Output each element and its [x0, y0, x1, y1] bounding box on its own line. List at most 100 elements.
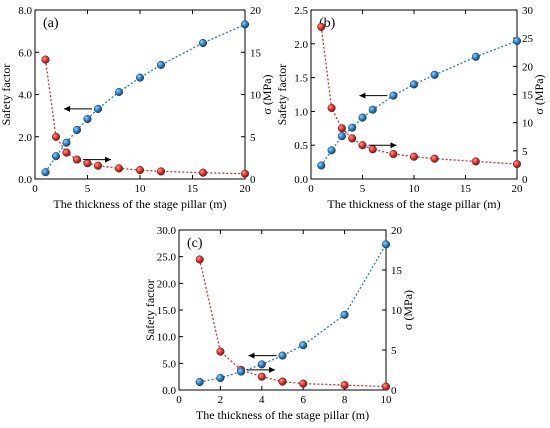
- series-red-point: [337, 124, 346, 133]
- y-left-tick-label: 0.5: [294, 140, 308, 152]
- x-tick-label: 2: [218, 394, 224, 406]
- series-red-point: [62, 148, 71, 157]
- annotation-arrowhead: [105, 156, 111, 163]
- y-right-tick-label: 25: [522, 33, 534, 45]
- y-right-axis-label: σ (MPa): [401, 290, 415, 330]
- series-red-point: [257, 372, 266, 381]
- series-red-point: [240, 169, 250, 178]
- series-red-point: [195, 255, 204, 264]
- series-red-point: [317, 22, 326, 31]
- x-tick-label: 15: [460, 183, 472, 195]
- series-red-point: [512, 160, 522, 169]
- y-left-axis-label: Safety factor: [275, 64, 289, 126]
- y-right-tick-label: 0: [391, 385, 397, 397]
- series-red-point: [409, 152, 419, 161]
- annotation-arrowhead: [248, 352, 255, 359]
- y-right-tick-label: 10: [250, 90, 262, 102]
- series-blue-point: [41, 168, 50, 177]
- y-left-tick-label: 2.0: [18, 132, 32, 144]
- x-axis-label: The thickness of the stage pillar (m): [53, 197, 226, 211]
- x-tick-label: 0: [176, 394, 182, 406]
- series-red-point: [327, 103, 336, 113]
- series-red-point: [135, 166, 145, 175]
- series-blue-point: [299, 341, 308, 350]
- series-red-point: [93, 161, 103, 170]
- y-left-tick-label: 20.0: [157, 278, 177, 290]
- y-right-tick-label: 10: [391, 305, 403, 317]
- y-left-tick-label: 10.0: [157, 332, 177, 344]
- x-axis-label: The thickness of the stage pillar (m): [196, 408, 369, 422]
- series-blue-line: [44, 23, 246, 173]
- y-left-tick-label: 2.0: [294, 39, 308, 51]
- series-red-point: [381, 382, 391, 391]
- y-left-tick-label: 0.0: [18, 174, 32, 186]
- series-red-point: [389, 149, 398, 159]
- y-right-tick-label: 0: [522, 174, 528, 186]
- series-blue-point: [340, 310, 349, 319]
- x-tick-label: 4: [259, 394, 265, 406]
- annotation-arrowhead: [269, 366, 276, 373]
- series-blue-point: [216, 373, 225, 383]
- x-tick-label: 8: [342, 394, 348, 406]
- plot-frame: [178, 229, 387, 391]
- series-red-point: [51, 132, 61, 141]
- series-blue-point: [156, 60, 166, 69]
- y-right-tick-label: 20: [250, 5, 262, 17]
- series-blue-point: [114, 87, 124, 97]
- annotation-arrowhead: [390, 142, 397, 149]
- series-blue-point: [195, 377, 204, 387]
- x-tick-label: 5: [360, 183, 366, 195]
- y-left-tick-label: 0.0: [294, 174, 308, 186]
- series-blue-point: [83, 114, 92, 124]
- series-red-point: [471, 157, 480, 166]
- y-left-tick-label: 6.0: [18, 47, 32, 59]
- series-red-point: [430, 154, 439, 163]
- chart-panel-3: 0 2 4 6 8 10 0.0 5.0 10.0 15.0 20.0 25.0 30.0 0 5 10 15 2…: [143, 225, 415, 422]
- chart-panel-2: 0 5 10 15 20 0.0 0.5 1.0 1.5 2.0 2.5 0 5 10 15 20 25 30 Th…: [275, 5, 546, 211]
- y-left-tick-label: 15.0: [157, 305, 177, 317]
- series-blue-point: [381, 240, 391, 249]
- series-blue-point: [327, 146, 336, 155]
- series-red-point: [278, 377, 287, 386]
- series-red-line: [199, 259, 387, 388]
- y-right-axis-label: σ (MPa): [532, 74, 546, 114]
- y-left-tick-label: 1.5: [294, 73, 308, 85]
- series-blue-point: [257, 360, 266, 369]
- y-right-tick-label: 15: [391, 265, 403, 277]
- y-left-axis-label: Safety factor: [0, 64, 13, 126]
- y-left-tick-label: 25.0: [157, 252, 177, 264]
- x-tick-label: 0: [32, 183, 38, 195]
- y-right-tick-label: 10: [522, 118, 534, 130]
- series-blue-point: [237, 367, 246, 376]
- series-red-line: [44, 59, 246, 175]
- series-blue-point: [51, 152, 61, 161]
- series-blue-point: [348, 123, 357, 132]
- series-red-point: [72, 155, 82, 164]
- x-tick-label: 15: [187, 183, 199, 195]
- series-red-point: [83, 159, 92, 168]
- y-right-tick-label: 15: [250, 47, 262, 59]
- series-red-point: [198, 168, 208, 177]
- y-right-tick-label: 5: [250, 132, 256, 144]
- series-blue-point: [198, 38, 208, 48]
- series-red-point: [340, 381, 349, 390]
- series-red-point: [358, 141, 367, 150]
- chart-panel-1: 0 5 10 15 20 0.0 2.0 4.0 6.0 8.0 0 5 10 15 20 The thick…: [0, 5, 274, 211]
- series-blue-point: [430, 70, 439, 79]
- y-left-tick-label: 30.0: [157, 225, 177, 237]
- y-left-tick-label: 1.0: [294, 106, 308, 118]
- series-red-point: [299, 379, 308, 388]
- series-blue-point: [93, 104, 103, 113]
- x-tick-label: 10: [409, 183, 421, 195]
- y-right-tick-label: 5: [522, 146, 528, 158]
- x-axis-label: The thickness of the stage pillar (m): [327, 197, 500, 211]
- y-right-tick-label: 20: [391, 225, 403, 237]
- x-tick-label: 5: [85, 183, 91, 195]
- panel-label: (a): [43, 16, 59, 31]
- series-red-point: [114, 164, 124, 173]
- y-left-tick-label: 2.5: [294, 5, 308, 17]
- y-left-axis-label: Safety factor: [143, 279, 157, 341]
- series-blue-point: [389, 91, 398, 100]
- series-blue-line: [320, 40, 518, 166]
